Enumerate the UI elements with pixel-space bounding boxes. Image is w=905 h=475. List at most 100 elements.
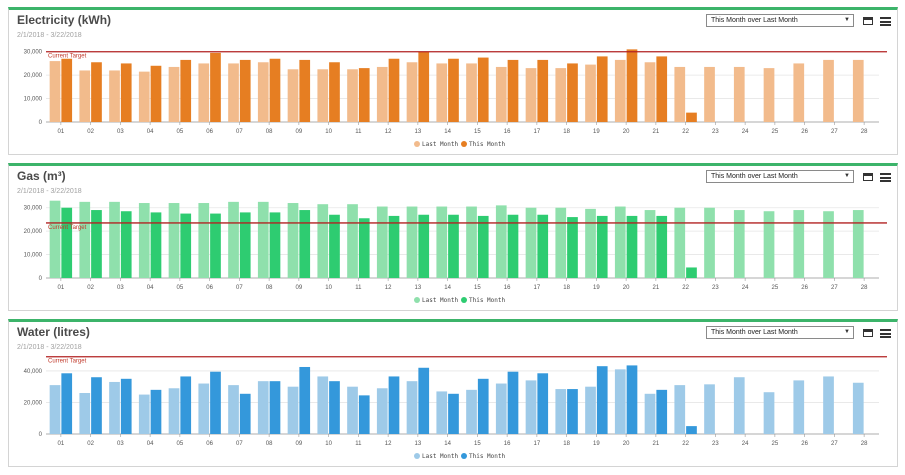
x-tick-label: 24 <box>742 129 749 135</box>
x-tick-label: 04 <box>147 285 154 291</box>
period-select[interactable]: This Month over Last Month ▼ <box>706 326 854 339</box>
menu-icon[interactable] <box>880 17 891 26</box>
x-tick-label: 28 <box>861 129 868 135</box>
bar-last-month <box>436 63 448 122</box>
x-tick-label: 17 <box>534 129 541 135</box>
bar-this-month <box>656 215 668 278</box>
bar-last-month <box>168 66 180 122</box>
x-tick-label: 14 <box>444 129 451 135</box>
bar-this-month <box>120 63 132 122</box>
x-tick-label: 25 <box>772 441 779 447</box>
x-tick-label: 11 <box>355 129 362 135</box>
bar-last-month <box>317 204 329 278</box>
bar-last-month <box>852 210 864 278</box>
legend-marker-last-month <box>414 141 420 147</box>
y-tick-label: 40,000 <box>24 369 43 375</box>
x-tick-label: 13 <box>415 441 422 447</box>
bar-this-month <box>180 213 192 278</box>
date-range: 2/1/2018 - 3/22/2018 <box>17 32 82 39</box>
x-tick-label: 24 <box>742 285 749 291</box>
bar-this-month <box>61 373 73 434</box>
menu-icon[interactable] <box>880 173 891 182</box>
bar-last-month <box>228 63 239 122</box>
bar-this-month <box>210 213 221 278</box>
x-tick-label: 01 <box>58 441 65 447</box>
x-tick-label: 24 <box>742 441 749 447</box>
bar-this-month <box>537 59 549 122</box>
bar-last-month <box>763 392 775 434</box>
x-tick-label: 09 <box>296 441 303 447</box>
legend-label-last-month: Last Month <box>422 297 459 304</box>
x-tick-label: 25 <box>772 285 779 291</box>
bar-last-month <box>674 66 686 122</box>
x-tick-label: 15 <box>474 285 481 291</box>
x-tick-label: 20 <box>623 285 630 291</box>
bar-this-month <box>567 217 578 278</box>
bar-this-month <box>269 212 281 278</box>
bar-last-month <box>257 381 269 434</box>
legend-label-this-month: This Month <box>469 297 506 304</box>
bar-this-month <box>299 366 311 434</box>
bar-last-month <box>674 385 686 434</box>
legend-label-this-month: This Month <box>469 453 506 460</box>
x-tick-label: 09 <box>296 129 303 135</box>
bar-last-month <box>525 68 537 122</box>
bar-last-month <box>495 66 507 122</box>
bar-this-month <box>150 65 162 122</box>
bar-last-month <box>585 64 596 122</box>
x-tick-label: 15 <box>474 129 481 135</box>
bar-last-month <box>823 376 834 434</box>
bar-this-month <box>448 58 459 122</box>
target-label: Current Target <box>48 54 87 60</box>
bar-this-month <box>596 366 608 434</box>
x-tick-label: 21 <box>653 285 660 291</box>
x-tick-label: 20 <box>623 129 630 135</box>
x-tick-label: 27 <box>831 441 838 447</box>
bar-this-month <box>567 389 578 434</box>
x-tick-label: 28 <box>861 441 868 447</box>
x-tick-label: 16 <box>504 129 511 135</box>
bar-this-month <box>150 389 162 434</box>
bar-last-month <box>674 207 686 278</box>
x-tick-label: 03 <box>117 441 124 447</box>
bar-last-month <box>733 377 745 434</box>
y-tick-label: 10,000 <box>24 253 43 259</box>
x-tick-label: 23 <box>712 441 719 447</box>
x-tick-label: 04 <box>147 129 154 135</box>
electricity-chart: 0 10,000 20,000 30,000 01 02 03 04 05 06 07 08 09 10 1… <box>24 49 887 148</box>
bar-last-month <box>644 210 656 278</box>
bar-last-month <box>525 207 537 278</box>
bar-last-month <box>347 69 358 122</box>
bar-this-month <box>358 68 370 122</box>
x-tick-label: 18 <box>563 129 570 135</box>
bar-last-month <box>138 394 150 434</box>
menu-icon[interactable] <box>880 329 891 338</box>
bar-last-month <box>733 210 745 278</box>
bar-this-month <box>180 376 192 434</box>
bar-this-month <box>656 56 668 122</box>
maximize-icon[interactable] <box>863 329 873 337</box>
bar-this-month <box>507 59 519 122</box>
x-tick-label: 05 <box>177 441 184 447</box>
bar-last-month <box>852 59 864 122</box>
bar-this-month <box>358 395 370 434</box>
bar-last-month <box>495 205 507 278</box>
date-range: 2/1/2018 - 3/22/2018 <box>17 344 82 351</box>
x-tick-label: 19 <box>593 285 600 291</box>
dropdown-arrow-icon: ▼ <box>844 173 850 179</box>
period-select[interactable]: This Month over Last Month ▼ <box>706 170 854 183</box>
x-tick-label: 03 <box>117 129 124 135</box>
bar-this-month <box>61 207 73 278</box>
bar-last-month <box>406 206 418 278</box>
bar-last-month <box>49 200 61 278</box>
dropdown-arrow-icon: ▼ <box>844 17 850 23</box>
y-tick-label: 20,000 <box>24 400 43 406</box>
bar-last-month <box>138 71 150 122</box>
x-tick-label: 17 <box>534 441 541 447</box>
maximize-icon[interactable] <box>863 17 873 25</box>
bar-this-month <box>567 63 578 122</box>
bar-last-month <box>79 70 91 122</box>
period-select[interactable]: This Month over Last Month ▼ <box>706 14 854 27</box>
maximize-icon[interactable] <box>863 173 873 181</box>
water-panel: Water (litres) 2/1/2018 - 3/22/2018 This… <box>8 319 898 467</box>
